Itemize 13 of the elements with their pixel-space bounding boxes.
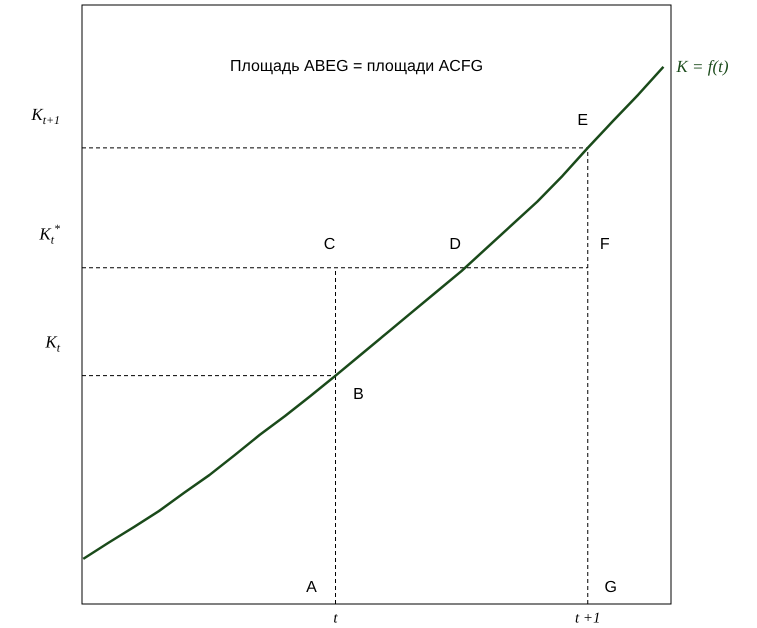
ref-line-label: K$_{t}$ <box>44 332 61 355</box>
annotation: C <box>324 236 336 253</box>
ref-line-label: K$_{t+1}$ <box>30 104 60 128</box>
x-tick-label: t +1 <box>574 610 601 627</box>
x-tick-label: t <box>333 610 338 627</box>
annotation: F <box>600 236 610 253</box>
annotation: A <box>306 579 318 596</box>
annotation: G <box>604 579 617 596</box>
series-label: K = f(t) <box>675 56 729 76</box>
annotation: B <box>353 386 364 403</box>
chart-title: Площадь ABEG = площади ACFG <box>228 58 484 76</box>
annotation: D <box>449 236 461 253</box>
annotation: E <box>577 112 588 130</box>
